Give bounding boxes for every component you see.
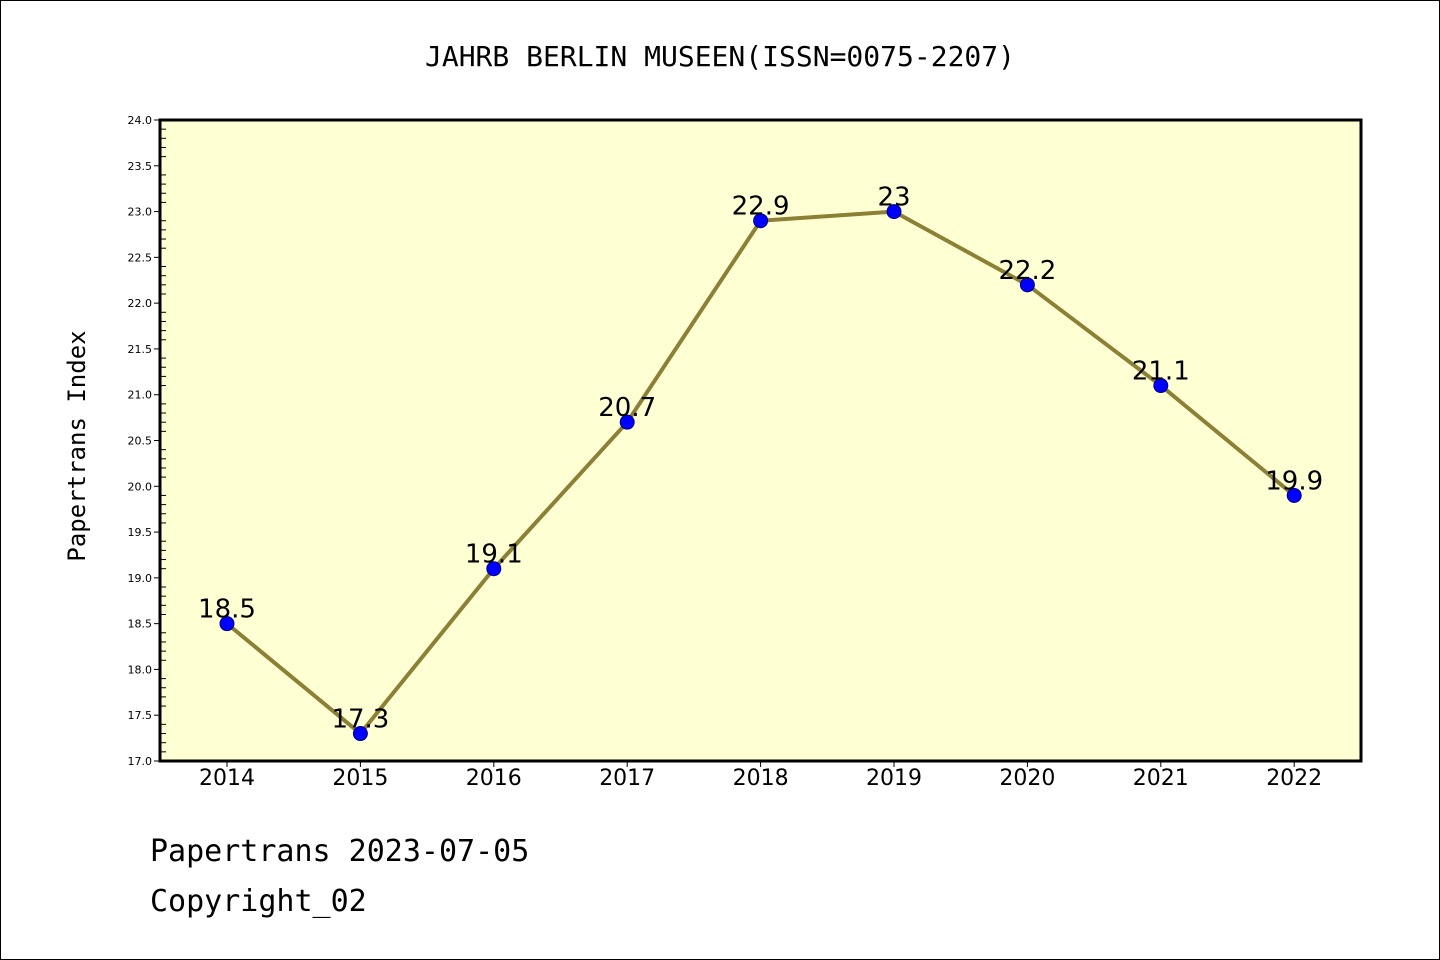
data-point xyxy=(486,561,502,577)
x-tick-label: 2014 xyxy=(199,766,255,791)
chart-title: JAHRB BERLIN MUSEEN(ISSN=0075-2207) xyxy=(425,40,1015,73)
data-point xyxy=(886,204,902,220)
data-label: 23 xyxy=(877,183,910,213)
x-tick-label: 2018 xyxy=(733,766,789,791)
y-tick-label: 21.5 xyxy=(128,343,153,356)
y-tick-label: 24.0 xyxy=(128,114,153,127)
data-label: 22.9 xyxy=(732,192,790,222)
y-tick-label: 23.5 xyxy=(128,160,153,173)
data-labels-group: 18.5 17.3 19.1 20.7 22.9 23 22.2 21.1 19.9 xyxy=(198,183,1323,735)
y-tick-label: 20.5 xyxy=(128,435,153,448)
data-label: 21.1 xyxy=(1132,357,1190,387)
data-point xyxy=(1019,277,1035,293)
y-tick-label: 22.5 xyxy=(128,251,153,264)
data-label: 19.1 xyxy=(465,540,523,570)
data-label: 17.3 xyxy=(331,705,389,735)
y-tick-label: 17.5 xyxy=(128,709,153,722)
data-label: 20.7 xyxy=(598,393,656,423)
data-point xyxy=(1286,487,1302,503)
x-tick-label: 2020 xyxy=(999,766,1055,791)
data-point xyxy=(1153,378,1169,394)
data-point xyxy=(619,414,635,430)
y-tick-label: 17.0 xyxy=(128,755,153,768)
data-point xyxy=(753,213,769,229)
footer-date: Papertrans 2023-07-05 xyxy=(150,834,530,869)
y-tick-label: 23.0 xyxy=(128,206,153,219)
y-tick-label: 18.5 xyxy=(128,618,153,631)
x-tick-label: 2021 xyxy=(1133,766,1189,791)
x-tick-label: 2016 xyxy=(466,766,522,791)
y-tick-label: 18.0 xyxy=(128,663,153,676)
y-tick-label: 22.0 xyxy=(128,297,153,310)
markers-group xyxy=(219,204,1302,742)
y-axis-label: Papertrans Index xyxy=(63,330,91,561)
data-point xyxy=(219,616,235,632)
y-tick-label: 19.0 xyxy=(128,572,153,585)
footer-copyright: Copyright_02 xyxy=(150,884,367,919)
data-label: 22.2 xyxy=(998,256,1056,286)
y-tick-label: 20.0 xyxy=(128,480,153,493)
x-tick-label: 2019 xyxy=(866,766,922,791)
data-label: 19.9 xyxy=(1265,466,1323,496)
x-tick-label: 2022 xyxy=(1266,766,1322,791)
x-axis: 2014 2015 2016 2017 2018 2019 2020 2021 2022 xyxy=(199,761,1322,791)
x-tick-label: 2017 xyxy=(599,766,655,791)
y-tick-label: 21.0 xyxy=(128,389,153,402)
data-point xyxy=(352,726,368,742)
y-axis: 17.0 17.5 18.0 18.5 19.0 19.5 20.0 20.5 21.0 21.5… xyxy=(128,114,166,768)
data-label: 18.5 xyxy=(198,595,256,625)
y-tick-label: 19.5 xyxy=(128,526,153,539)
x-tick-label: 2015 xyxy=(332,766,388,791)
